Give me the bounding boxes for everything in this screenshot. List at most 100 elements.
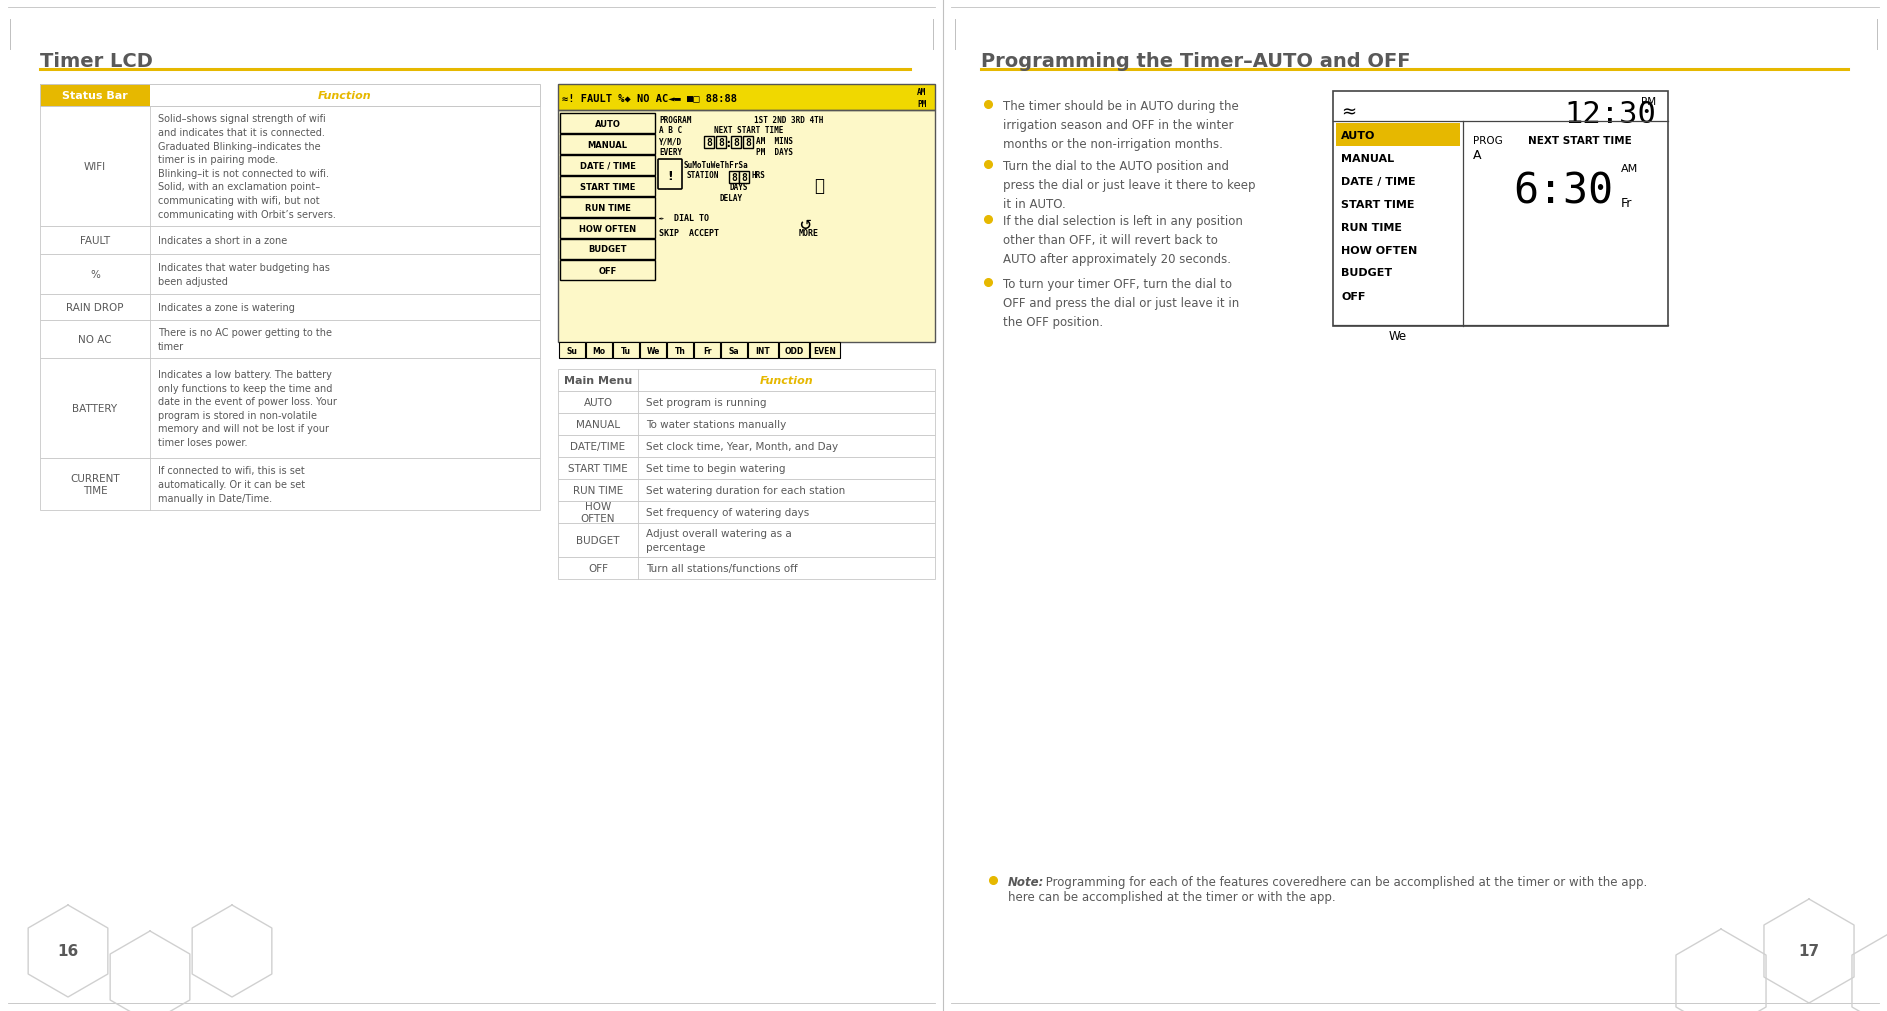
FancyBboxPatch shape — [40, 295, 540, 320]
FancyBboxPatch shape — [730, 136, 742, 149]
Text: Su: Su — [566, 346, 577, 355]
Text: We: We — [647, 346, 660, 355]
Text: !: ! — [668, 169, 674, 182]
Text: Tu: Tu — [621, 346, 630, 355]
Text: OFF: OFF — [589, 563, 608, 573]
Text: Set watering duration for each station: Set watering duration for each station — [645, 485, 845, 495]
FancyBboxPatch shape — [560, 261, 655, 281]
Text: Set clock time, Year, Month, and Day: Set clock time, Year, Month, and Day — [645, 442, 838, 452]
Polygon shape — [28, 905, 108, 997]
FancyBboxPatch shape — [560, 218, 655, 239]
FancyBboxPatch shape — [40, 85, 149, 107]
FancyBboxPatch shape — [559, 479, 934, 501]
Text: Timer LCD: Timer LCD — [40, 52, 153, 71]
Polygon shape — [109, 931, 191, 1011]
FancyBboxPatch shape — [40, 226, 540, 255]
FancyBboxPatch shape — [1332, 92, 1668, 327]
Text: DAYS: DAYS — [728, 183, 747, 192]
Text: 16: 16 — [57, 943, 79, 958]
Polygon shape — [1676, 929, 1766, 1011]
FancyBboxPatch shape — [560, 177, 655, 197]
Text: MANUAL: MANUAL — [587, 141, 628, 150]
Text: BATTERY: BATTERY — [72, 403, 117, 413]
FancyBboxPatch shape — [40, 255, 540, 295]
FancyBboxPatch shape — [1336, 170, 1461, 193]
FancyBboxPatch shape — [1336, 215, 1461, 239]
Text: HOW OFTEN: HOW OFTEN — [579, 224, 636, 234]
Text: RUN TIME: RUN TIME — [574, 485, 623, 495]
FancyBboxPatch shape — [40, 359, 540, 459]
Text: BUDGET: BUDGET — [576, 536, 619, 546]
Text: ⚿: ⚿ — [813, 177, 825, 195]
Text: Set frequency of watering days: Set frequency of watering days — [645, 508, 810, 518]
Text: 8: 8 — [730, 173, 738, 183]
Text: Function: Function — [319, 91, 372, 101]
Text: SKIP  ACCEPT: SKIP ACCEPT — [659, 228, 719, 238]
Text: Adjust overall watering as a
percentage: Adjust overall watering as a percentage — [645, 529, 793, 552]
FancyBboxPatch shape — [149, 85, 540, 107]
Text: 17: 17 — [1798, 943, 1819, 958]
FancyBboxPatch shape — [40, 459, 540, 511]
Text: Main Menu: Main Menu — [564, 376, 632, 385]
Text: AM  MINS: AM MINS — [757, 136, 793, 146]
FancyBboxPatch shape — [559, 458, 934, 479]
FancyBboxPatch shape — [740, 172, 749, 184]
FancyBboxPatch shape — [559, 343, 585, 359]
Text: We: We — [1389, 331, 1408, 343]
Text: Set program is running: Set program is running — [645, 397, 766, 407]
Text: A B C: A B C — [659, 126, 681, 134]
Text: A: A — [1474, 149, 1481, 162]
Text: The timer should be in AUTO during the
irrigation season and OFF in the winter
m: The timer should be in AUTO during the i… — [1004, 100, 1238, 151]
Text: OFF: OFF — [598, 266, 617, 275]
Text: here can be accomplished at the timer or with the app.: here can be accomplished at the timer or… — [1008, 890, 1336, 903]
FancyBboxPatch shape — [559, 111, 934, 343]
FancyBboxPatch shape — [613, 343, 640, 359]
Text: PROG: PROG — [1474, 135, 1502, 146]
Text: Indicates a low battery. The battery
only functions to keep the time and
date in: Indicates a low battery. The battery onl… — [159, 370, 338, 448]
Text: HOW
OFTEN: HOW OFTEN — [581, 501, 615, 524]
Text: Fr: Fr — [702, 346, 711, 355]
FancyBboxPatch shape — [560, 134, 655, 155]
Text: 1ST 2ND 3RD 4TH: 1ST 2ND 3RD 4TH — [755, 116, 823, 125]
Text: 6:30: 6:30 — [1513, 170, 1613, 211]
FancyBboxPatch shape — [728, 172, 740, 184]
FancyBboxPatch shape — [721, 343, 747, 359]
Text: Note:: Note: — [1008, 876, 1044, 888]
FancyBboxPatch shape — [1336, 193, 1461, 215]
Text: To turn your timer OFF, turn the dial to
OFF and press the dial or just leave it: To turn your timer OFF, turn the dial to… — [1004, 278, 1240, 329]
Text: PM: PM — [917, 99, 927, 108]
Text: RUN TIME: RUN TIME — [585, 203, 630, 212]
FancyBboxPatch shape — [40, 320, 540, 359]
Text: HOW OFTEN: HOW OFTEN — [1342, 246, 1417, 255]
Polygon shape — [1764, 899, 1855, 1003]
Text: MANUAL: MANUAL — [576, 420, 621, 430]
Text: RUN TIME: RUN TIME — [1342, 222, 1402, 233]
Text: Set time to begin watering: Set time to begin watering — [645, 463, 785, 473]
Text: Indicates a short in a zone: Indicates a short in a zone — [159, 236, 287, 246]
Text: NEXT START TIME: NEXT START TIME — [713, 126, 783, 134]
FancyBboxPatch shape — [1336, 147, 1461, 170]
FancyBboxPatch shape — [1336, 124, 1461, 147]
FancyBboxPatch shape — [659, 160, 681, 190]
Text: To water stations manually: To water stations manually — [645, 420, 787, 430]
Text: DATE / TIME: DATE / TIME — [579, 162, 636, 170]
FancyBboxPatch shape — [715, 136, 726, 149]
Text: Mo: Mo — [593, 346, 606, 355]
Text: Status Bar: Status Bar — [62, 91, 128, 101]
Text: ≈: ≈ — [1342, 103, 1357, 121]
FancyBboxPatch shape — [640, 343, 666, 359]
FancyBboxPatch shape — [559, 501, 934, 524]
Text: Solid–shows signal strength of wifi
and indicates that it is connected.
Graduate: Solid–shows signal strength of wifi and … — [159, 114, 336, 219]
FancyBboxPatch shape — [560, 198, 655, 217]
Text: DELAY: DELAY — [719, 194, 742, 203]
Text: %: % — [91, 270, 100, 280]
Text: STATION: STATION — [687, 171, 719, 180]
Text: 12:30: 12:30 — [1564, 99, 1657, 128]
FancyBboxPatch shape — [559, 413, 934, 436]
FancyBboxPatch shape — [587, 343, 611, 359]
Text: 8: 8 — [719, 137, 725, 148]
Text: Turn the dial to the AUTO position and
press the dial or just leave it there to : Turn the dial to the AUTO position and p… — [1004, 160, 1255, 210]
Text: AUTO: AUTO — [594, 119, 621, 128]
FancyBboxPatch shape — [559, 391, 934, 413]
Text: There is no AC power getting to the
timer: There is no AC power getting to the time… — [159, 328, 332, 352]
